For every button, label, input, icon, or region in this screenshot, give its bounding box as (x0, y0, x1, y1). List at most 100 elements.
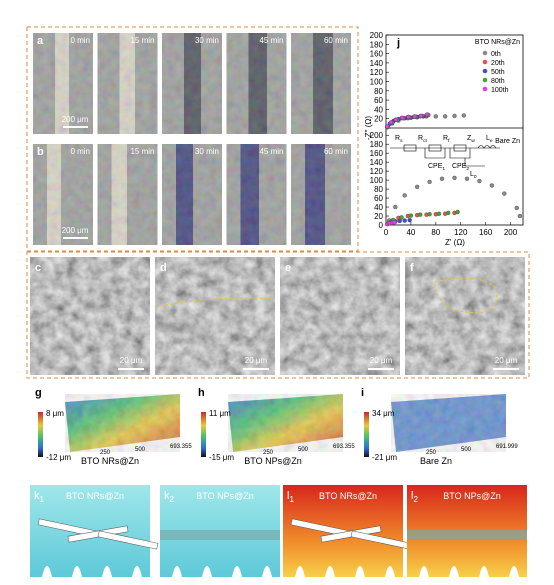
sem-image (155, 257, 275, 375)
data-point (452, 175, 457, 181)
boundary (154, 297, 276, 308)
x-tick-label: 40 (406, 228, 415, 237)
x-tick-label: 0 (384, 228, 389, 237)
time-label: 60 min (324, 36, 348, 45)
data-point (446, 210, 451, 216)
time-label: 0 min (70, 36, 90, 45)
texture (162, 144, 222, 245)
y-tick-label: 160 (370, 149, 384, 158)
data-point (393, 204, 398, 210)
legend-label: 0th (491, 51, 501, 58)
caption: BTO NRs@Zn (81, 456, 139, 466)
data-point (400, 115, 405, 120)
data-point (418, 113, 424, 119)
scale-label: 200 μm (62, 226, 89, 235)
label-sub: 0 (474, 174, 477, 180)
max-label: 34 μm (372, 409, 395, 418)
time-label: 30 min (195, 147, 219, 156)
data-point (464, 176, 470, 181)
label-main: R (418, 135, 423, 142)
panel-label: j (396, 37, 400, 49)
texture (162, 33, 222, 134)
label-sub: 1 (40, 495, 45, 504)
label-sub: s (400, 139, 403, 144)
y-tick-label: 0 (379, 221, 384, 230)
panel-title: BTO NRs@Zn (66, 491, 124, 501)
label: Rct (418, 135, 428, 144)
data-point (436, 211, 442, 216)
label-sub: ct (423, 138, 427, 144)
y-tick-label: 200 (370, 131, 384, 140)
data-point (418, 212, 423, 217)
zn-tip (72, 566, 82, 577)
data-point (439, 176, 445, 181)
legend-title: BTO NRs@Zn (475, 39, 520, 46)
caption: Bare Zn (420, 456, 452, 466)
axis-tick: 500 (135, 447, 146, 453)
y-tick-label: 60 (374, 194, 383, 203)
data-point (514, 205, 519, 211)
data-point (397, 218, 402, 224)
y-tick-label: 200 (370, 31, 384, 40)
panel-label: k1 (34, 490, 45, 504)
y-tick-label: 20 (374, 212, 383, 221)
scale-label: 20 μm (245, 356, 268, 365)
surface-texture (228, 394, 343, 452)
time-label: 15 min (130, 147, 154, 156)
data-point (399, 215, 404, 220)
texture (291, 33, 351, 134)
data-point (412, 114, 417, 119)
zn-tip (172, 566, 182, 577)
scale-label: 20 μm (370, 356, 393, 365)
label-sub: f (448, 138, 450, 144)
time-label: 45 min (259, 147, 283, 156)
scale-label: 20 μm (120, 356, 143, 365)
data-point (517, 213, 523, 219)
chart-title: Bare Zn (495, 138, 520, 145)
panel-label: e (285, 262, 291, 274)
data-point (393, 117, 399, 122)
data-point (489, 183, 495, 188)
label-main: k (34, 490, 40, 502)
y-tick-label: 60 (374, 96, 383, 105)
texture (226, 33, 287, 134)
data-point (443, 114, 448, 119)
x-tick-label: 120 (454, 228, 468, 237)
zn-tip (232, 566, 242, 577)
group-box (26, 26, 359, 252)
group-box (26, 251, 530, 379)
nanorod (97, 530, 159, 550)
label-main: R (395, 135, 400, 142)
panel-title: BTO NPs@Zn (196, 491, 253, 501)
panel-label: h (198, 387, 205, 399)
data-point (392, 220, 397, 225)
axis-tick: 500 (298, 447, 309, 453)
zn-tip (262, 566, 272, 577)
zn-tip (355, 566, 365, 577)
zn-tip (325, 566, 335, 577)
y-tick-label: 40 (374, 203, 383, 212)
surface-texture (65, 394, 180, 452)
y-tick-label: 160 (370, 50, 384, 59)
min-label: -21 μm (372, 453, 397, 462)
axis-tick: 250 (426, 450, 437, 456)
y-tick-label: 80 (374, 185, 383, 194)
particle-layer (407, 530, 527, 540)
y-tick-label: 40 (374, 105, 383, 114)
data-point (414, 184, 420, 190)
max-label: 8 μm (46, 409, 64, 418)
color-bar (38, 412, 43, 457)
panel-label: g (35, 387, 42, 399)
color-bar (201, 412, 206, 457)
y-tick-label: 80 (374, 87, 383, 96)
label: Rs (395, 135, 403, 144)
texture (33, 144, 93, 245)
y-tick-label: 180 (370, 140, 384, 149)
scale-label: 20 μm (495, 356, 518, 365)
time-label: 30 min (195, 36, 219, 45)
zn-tip (202, 566, 212, 577)
panel-label: d (160, 262, 167, 274)
label-main: l (287, 490, 289, 502)
panel-label: f (410, 262, 414, 274)
